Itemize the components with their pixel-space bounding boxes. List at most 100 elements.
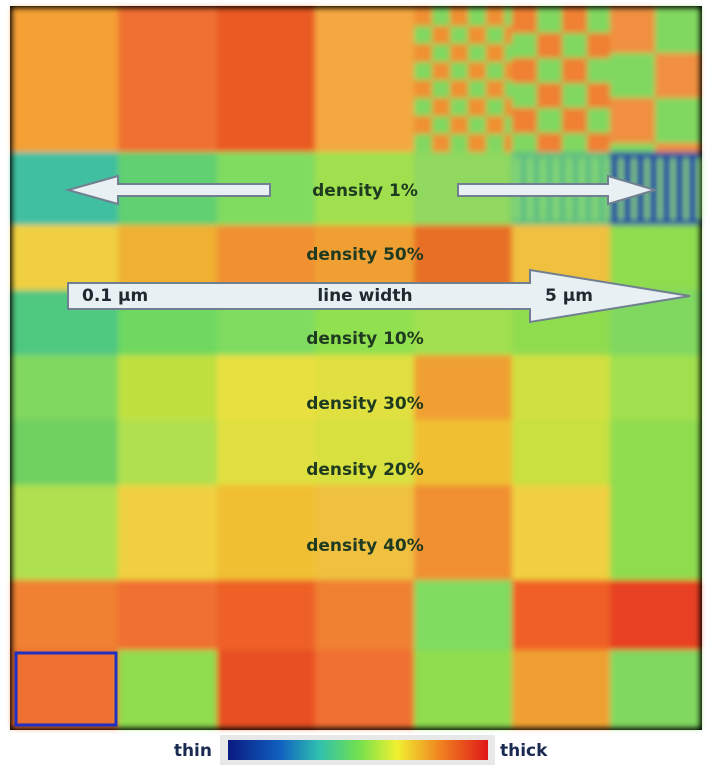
color-scale [228,740,488,760]
page: density 1% density 50% 0.1 μm line width… [0,0,713,769]
heat-cell [610,485,700,580]
heat-cell [12,225,118,290]
heat-cell [217,485,315,580]
heat-cell [450,98,468,116]
heat-cell [610,225,700,290]
heat-cell [562,83,587,108]
heat-cell [414,225,512,290]
heat-cell [537,8,562,33]
label: density 10% [306,329,424,349]
heat-cell [610,143,655,152]
heat-cell [450,26,468,44]
heat-cell [315,485,414,580]
heat-cell [486,134,504,152]
heat-cell [512,650,610,728]
heat-cell [468,80,486,98]
legend-label: thick [500,741,548,761]
heat-cell [118,420,217,485]
heat-cell [414,485,512,580]
heat-cell [414,580,512,650]
heat-cell [655,8,700,53]
heat-cell [414,420,512,485]
heat-cell [610,355,700,420]
heat-cell [12,650,118,728]
heat-cell [432,80,450,98]
heat-cell [468,8,486,26]
label: 0.1 μm [82,286,148,306]
heat-cell [684,158,688,220]
heat-cell [432,8,450,26]
heat-cell [118,225,217,290]
heat-cell [486,98,504,116]
label: density 30% [306,394,424,414]
heat-cell [486,26,504,44]
heat-cell [587,108,610,133]
heat-cell [315,8,414,152]
label: 5 μm [545,286,593,306]
heat-cell [486,62,504,80]
label: density 20% [306,460,424,480]
heatmap [12,8,701,728]
heat-cell [217,580,315,650]
label: line width [317,286,412,306]
heat-cell [217,8,315,152]
heat-cell [537,108,562,133]
heat-cell [118,485,217,580]
heat-cell [414,650,512,728]
heat-cell [12,355,118,420]
heat-cell [468,44,486,62]
heat-cell [414,134,432,152]
heat-cell [562,33,587,58]
heat-cell [12,580,118,650]
heat-cell [118,650,217,728]
heat-cell [118,355,217,420]
heat-cell [610,53,655,98]
heat-cell [12,420,118,485]
heat-cell [12,485,118,580]
heat-cell [512,33,537,58]
heat-cell [512,485,610,580]
heat-cell [12,8,118,152]
heat-cell [504,80,512,98]
heat-cell [697,158,701,220]
heat-cell [432,116,450,134]
heat-cell [414,355,512,420]
label: density 40% [306,536,424,556]
heat-cell [587,58,610,83]
heat-cell [512,355,610,420]
heat-cell [655,98,700,143]
heat-cell [315,650,414,728]
label: density 50% [306,245,424,265]
heat-cell [432,44,450,62]
heat-cell [504,8,512,26]
heat-cell [610,420,700,485]
heat-cell [414,62,432,80]
heat-cell [610,580,700,650]
legend-label: thin [174,741,212,761]
heat-cell [217,225,315,290]
heat-cell [512,580,610,650]
heat-cell [537,58,562,83]
heat-cell [512,420,610,485]
heat-cell [414,26,432,44]
heat-cell [512,83,537,108]
heat-cell [217,420,315,485]
heat-cell [671,158,675,220]
heat-cell [450,134,468,152]
heat-cell [118,8,217,152]
heat-cell [468,116,486,134]
heat-cell [504,44,512,62]
heat-cell [587,8,610,33]
heat-cell [610,650,700,728]
heat-cell [512,133,537,152]
thickness-map-figure: density 1% density 50% 0.1 μm line width… [0,0,713,769]
heat-cell [217,650,315,728]
heat-cell [414,98,432,116]
label: density 1% [312,181,418,201]
heat-cell [562,133,587,152]
heat-cell [504,116,512,134]
heat-cell [315,580,414,650]
heat-cell [450,62,468,80]
heat-cell [658,158,662,220]
heat-cell [118,580,217,650]
